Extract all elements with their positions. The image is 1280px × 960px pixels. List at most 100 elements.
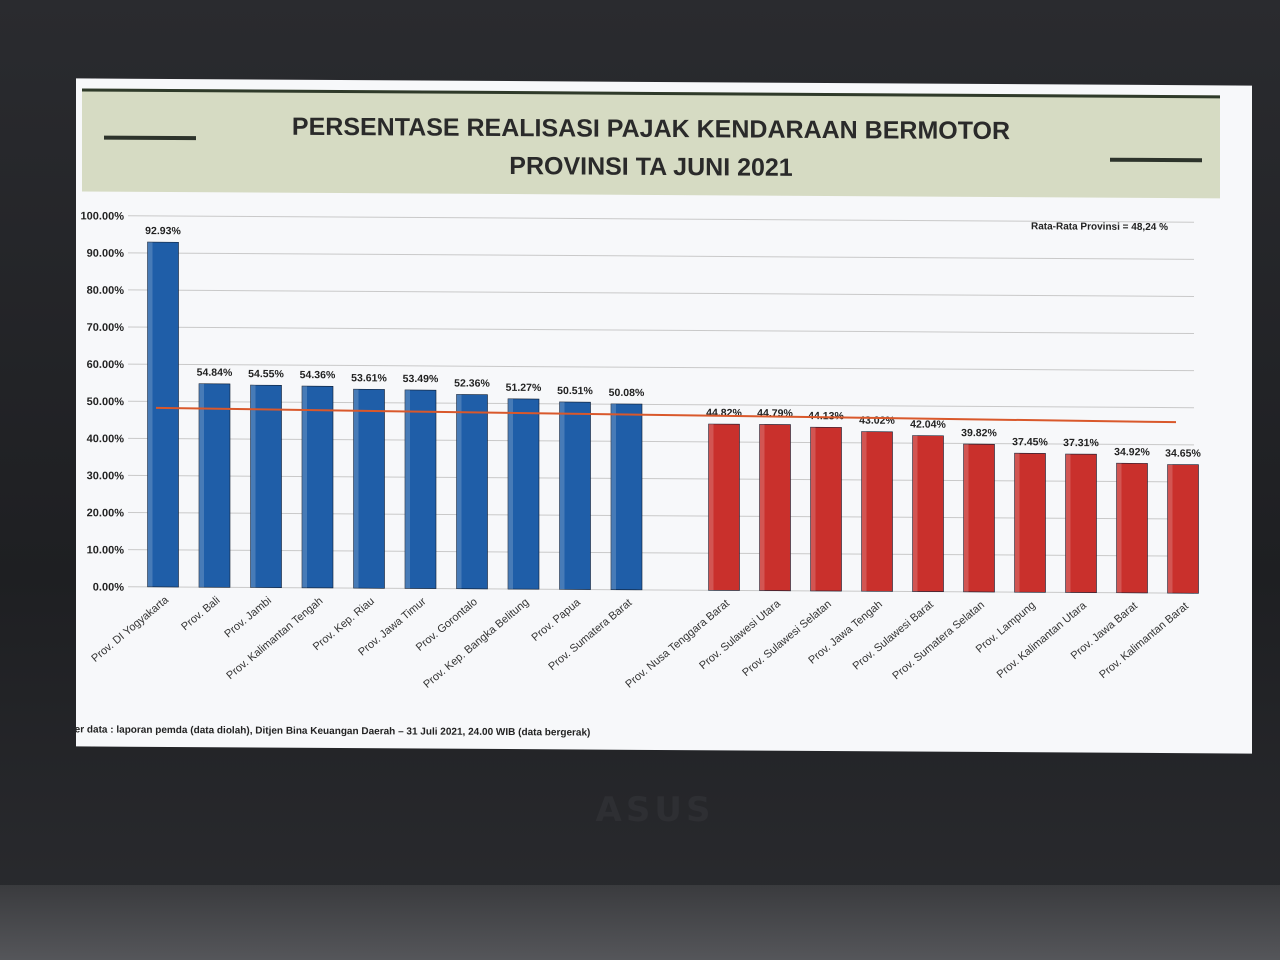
category-label: Prov. Sumatera Selatan — [890, 599, 987, 682]
bar — [250, 384, 282, 588]
data-label: 37.31% — [1063, 437, 1099, 449]
data-label: 39.82% — [961, 427, 997, 439]
bar-highlight — [861, 431, 867, 592]
bar — [301, 385, 334, 589]
y-tick-label: 90.00% — [87, 248, 125, 260]
bar — [708, 423, 740, 591]
bar-highlight — [1014, 453, 1020, 593]
gridline — [128, 289, 1194, 297]
bar-highlight — [147, 242, 153, 587]
gridline — [128, 363, 1194, 372]
data-labels: 92.93% 54.84% 54.55% 54.36% 53.61% 53.49% 52.3… — [145, 225, 1201, 460]
data-label: 54.84% — [197, 367, 233, 379]
data-label: 34.65% — [1165, 448, 1201, 460]
bar — [507, 398, 540, 590]
gridline — [128, 326, 1194, 335]
bar-highlight — [963, 444, 969, 592]
category-label: Prov. Sumatera Barat — [546, 597, 634, 673]
y-tick-label: 60.00% — [87, 359, 125, 371]
y-axis: 0.00% 10.00% 20.00% 30.00% 40.00% 50.00% 60.00… — [81, 210, 125, 593]
data-label: 34.92% — [1114, 446, 1150, 458]
bar — [404, 389, 437, 589]
data-label: 44.13% — [808, 410, 844, 422]
data-label: 37.45% — [1012, 436, 1048, 448]
bar — [810, 426, 842, 592]
data-label: 52.36% — [454, 377, 490, 389]
category-label: Prov. Kalimantan Utara — [995, 599, 1090, 681]
average-line-group — [155, 406, 1177, 424]
data-label: 50.08% — [609, 387, 645, 399]
y-tick-label: 100.00% — [81, 210, 125, 222]
bar-highlight — [302, 386, 307, 588]
category-label: Prov. Sulawesi Selatan — [740, 598, 834, 679]
bar-highlight — [708, 423, 714, 591]
category-label: Prov. Kalimantan Tengah — [224, 595, 325, 682]
bar — [1065, 453, 1097, 593]
data-label: 54.55% — [248, 368, 284, 380]
y-tick-label: 10.00% — [87, 544, 125, 556]
bar-highlight — [250, 385, 256, 588]
category-label: Prov. Jambi — [222, 595, 274, 641]
slide-screen: PERSENTASE REALISASI PAJAK KENDARAAN BER… — [76, 78, 1252, 754]
laptop-base — [0, 885, 1280, 960]
data-label: 43.02% — [859, 415, 895, 427]
bar — [353, 388, 385, 589]
bar — [1167, 464, 1199, 594]
data-label: 53.49% — [403, 373, 439, 385]
bar-highlight — [353, 389, 359, 589]
category-label: Prov. Nusa Tenggara Barat — [623, 597, 732, 690]
category-label: Prov. Kep. Bangka Belitung — [421, 596, 531, 691]
data-label: 54.36% — [300, 369, 336, 381]
bar-highlight — [508, 398, 513, 590]
y-tick-label: 80.00% — [87, 285, 125, 297]
bar-highlight — [611, 403, 616, 590]
gridline — [128, 215, 1194, 223]
bar — [963, 443, 995, 593]
data-label: 92.93% — [145, 225, 181, 237]
bar-highlight — [810, 427, 816, 591]
bar — [610, 403, 643, 591]
y-tick-label: 30.00% — [87, 470, 125, 482]
gridline — [128, 400, 1194, 409]
bar — [861, 431, 893, 592]
bar — [559, 401, 591, 590]
data-label: 44.82% — [706, 407, 742, 419]
device-logo: ASUS — [595, 790, 715, 830]
category-label: Prov. Papua — [529, 596, 583, 644]
gridline — [128, 252, 1194, 260]
bar — [912, 435, 944, 593]
average-line — [155, 406, 1177, 424]
bar-highlight — [559, 401, 565, 590]
bar — [147, 241, 179, 588]
bar — [759, 424, 791, 592]
y-tick-label: 0.00% — [93, 582, 124, 594]
bar-highlight — [405, 389, 410, 589]
average-note: Rata-Rata Provinsi = 48,24 % — [1031, 221, 1168, 233]
bar — [1014, 452, 1046, 593]
y-tick-label: 40.00% — [87, 433, 125, 445]
bar — [198, 383, 231, 588]
y-tick-label: 20.00% — [87, 507, 125, 519]
bar-highlight — [1167, 464, 1173, 594]
bar-highlight — [199, 383, 204, 588]
bar — [1116, 462, 1148, 594]
category-label: Prov. DI Yogyakarta — [89, 593, 171, 664]
category-label: Prov. Bali — [179, 594, 222, 633]
data-label: 50.51% — [557, 385, 593, 397]
y-tick-label: 70.00% — [87, 322, 125, 334]
bar-highlight — [456, 394, 462, 589]
category-labels: Prov. DI Yogyakarta Prov. Bali Prov. Jambi… — [89, 593, 1191, 691]
bar-highlight — [1116, 463, 1122, 593]
bar-highlight — [912, 435, 918, 592]
data-label: 51.27% — [506, 382, 542, 394]
category-label: Prov. Kalimantan Barat — [1097, 600, 1191, 681]
data-label: 44.79% — [757, 407, 793, 419]
bar-highlight — [759, 424, 765, 591]
bars — [147, 241, 1199, 594]
y-tick-label: 50.00% — [87, 396, 125, 408]
bar — [456, 394, 488, 590]
data-label: 53.61% — [351, 372, 387, 384]
data-label: 42.04% — [910, 419, 946, 431]
bar-highlight — [1065, 454, 1071, 593]
